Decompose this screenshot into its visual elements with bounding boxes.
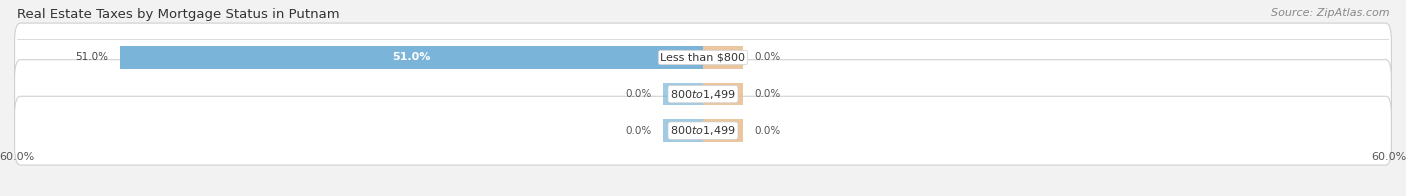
Text: 51.0%: 51.0% [76, 53, 108, 63]
Text: Source: ZipAtlas.com: Source: ZipAtlas.com [1271, 8, 1389, 18]
Text: 0.0%: 0.0% [755, 126, 780, 136]
Bar [703, 119, 742, 142]
Text: 0.0%: 0.0% [626, 89, 651, 99]
Bar [703, 83, 742, 105]
FancyBboxPatch shape [14, 23, 1392, 92]
Text: 51.0%: 51.0% [392, 53, 430, 63]
Bar [703, 46, 742, 69]
Text: 0.0%: 0.0% [626, 126, 651, 136]
Bar [664, 83, 703, 105]
FancyBboxPatch shape [14, 96, 1392, 165]
Bar [120, 46, 703, 69]
Text: 0.0%: 0.0% [755, 89, 780, 99]
Bar [664, 119, 703, 142]
FancyBboxPatch shape [14, 60, 1392, 128]
Text: Less than $800: Less than $800 [661, 53, 745, 63]
Text: 0.0%: 0.0% [755, 53, 780, 63]
Text: Real Estate Taxes by Mortgage Status in Putnam: Real Estate Taxes by Mortgage Status in … [17, 8, 339, 21]
Text: $800 to $1,499: $800 to $1,499 [671, 124, 735, 137]
Text: $800 to $1,499: $800 to $1,499 [671, 88, 735, 101]
